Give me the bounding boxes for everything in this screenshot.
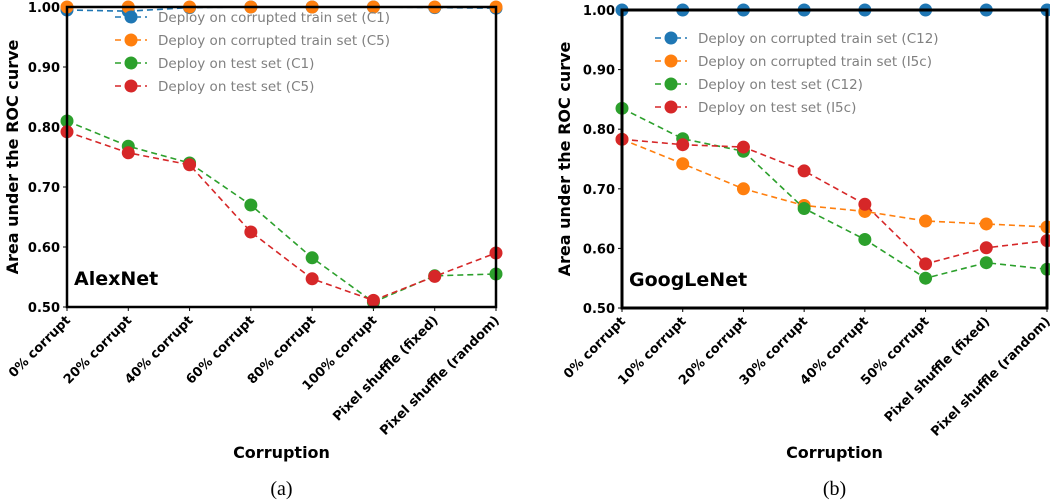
legend-marker xyxy=(124,56,138,70)
y-tick-label: 0.70 xyxy=(583,183,615,198)
x-axis-label: Corruption xyxy=(786,443,883,462)
data-point xyxy=(919,214,933,228)
legend-label: Deploy on corrupted train set (C1) xyxy=(158,10,390,26)
series-line xyxy=(621,138,1048,265)
y-tick-label: 0.90 xyxy=(583,64,615,79)
legend-marker xyxy=(124,33,138,47)
series-line xyxy=(66,120,497,304)
data-point xyxy=(736,140,750,154)
y-tick-label: 0.50 xyxy=(28,301,60,316)
x-axis-label: Corruption xyxy=(233,443,330,462)
y-tick-label: 1.00 xyxy=(583,4,615,19)
data-point xyxy=(736,182,750,196)
data-point xyxy=(979,241,993,255)
data-point xyxy=(979,256,993,270)
plot-frame xyxy=(65,5,498,309)
y-tick-label: 0.60 xyxy=(583,242,615,257)
series-3 xyxy=(60,125,503,307)
legend-label: Deploy on corrupted train set (C5) xyxy=(158,33,390,49)
data-point xyxy=(366,293,380,307)
data-point xyxy=(1040,234,1050,248)
legend-marker xyxy=(664,31,678,45)
legend-marker xyxy=(664,54,678,68)
data-point xyxy=(121,146,135,160)
legend-marker xyxy=(664,100,678,114)
subfigure-caption: (b) xyxy=(823,478,846,500)
data-point xyxy=(244,198,258,212)
y-axis-label: Area under the ROC curve xyxy=(555,41,574,276)
legend-label: Deploy on corrupted train set (C12) xyxy=(698,31,939,47)
data-point xyxy=(1040,262,1050,276)
y-tick-label: 0.70 xyxy=(28,181,60,196)
legend-label: Deploy on corrupted train set (I5c) xyxy=(698,54,932,70)
series-2 xyxy=(615,101,1050,285)
data-point xyxy=(797,201,811,215)
legend-marker xyxy=(664,77,678,91)
legend: Deploy on corrupted train set (C1) Deploy… xyxy=(115,10,390,95)
legend-label: Deploy on test set (C5) xyxy=(158,79,314,95)
data-point xyxy=(428,269,442,283)
data-point xyxy=(858,232,872,246)
y-tick-label: 0.50 xyxy=(583,302,615,317)
data-point xyxy=(979,217,993,231)
model-label: GoogLeNet xyxy=(629,269,747,291)
x-tick-label: Pixel shuffle (random) xyxy=(377,313,502,438)
model-label: AlexNet xyxy=(74,268,158,290)
legend: Deploy on corrupted train set (C12) Deplo… xyxy=(655,31,939,116)
subfigure-caption: (a) xyxy=(270,478,292,500)
plot-frame xyxy=(620,8,1049,310)
legend-label: Deploy on test set (C12) xyxy=(698,77,863,93)
y-tick-label: 0.60 xyxy=(28,241,60,256)
data-point xyxy=(305,251,319,265)
legend-marker xyxy=(124,10,138,24)
data-point xyxy=(244,225,258,239)
data-point xyxy=(1040,220,1050,234)
data-point xyxy=(305,272,319,286)
x-tick-label: 0% corrupt xyxy=(561,314,629,382)
series-line xyxy=(621,107,1048,280)
data-point xyxy=(183,158,197,172)
data-point xyxy=(676,138,690,152)
y-tick-label: 0.80 xyxy=(28,121,60,136)
data-point xyxy=(676,157,690,171)
x-tick-label: Pixel shuffle (fixed) xyxy=(330,313,441,424)
legend-marker xyxy=(124,79,138,93)
y-axis-label: Area under the ROC curve xyxy=(3,39,22,274)
data-point xyxy=(858,197,872,211)
series-line xyxy=(66,131,497,302)
y-tick-label: 0.90 xyxy=(28,61,60,76)
series-line xyxy=(621,138,1048,228)
data-point xyxy=(797,164,811,178)
x-tick-label: 0% corrupt xyxy=(6,313,74,381)
series-3 xyxy=(615,132,1050,271)
legend-label: Deploy on test set (C1) xyxy=(158,56,314,72)
y-tick-label: 1.00 xyxy=(28,1,60,16)
x-tick-label: Pixel shuffle (fixed) xyxy=(882,314,993,425)
legend-label: Deploy on test set (I5c) xyxy=(698,100,856,116)
x-tick-label: Pixel shuffle (random) xyxy=(928,314,1050,439)
data-point xyxy=(919,257,933,271)
data-point xyxy=(919,271,933,285)
y-tick-label: 0.80 xyxy=(583,123,615,138)
